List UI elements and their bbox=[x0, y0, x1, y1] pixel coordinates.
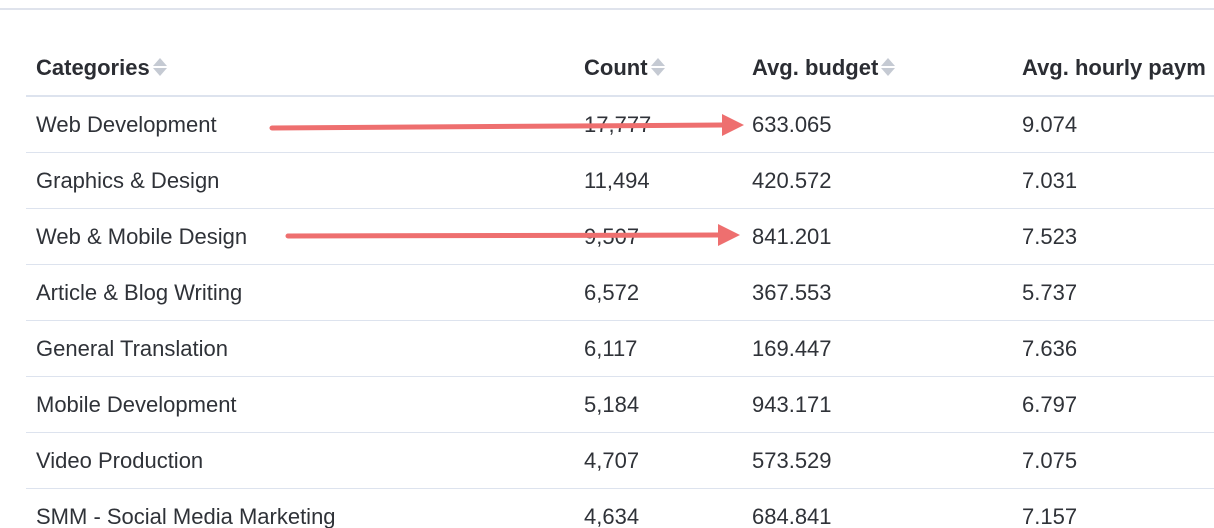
cell-avg-hourly: 7.031 bbox=[1012, 152, 1214, 209]
cell-avg-budget: 573.529 bbox=[742, 432, 1012, 489]
cell-avg-hourly: 7.523 bbox=[1012, 208, 1214, 265]
column-header-label: Count bbox=[584, 54, 648, 80]
table-row[interactable]: Video Production 4,707 573.529 7.075 bbox=[26, 432, 1214, 489]
column-header-count[interactable]: Count bbox=[574, 40, 742, 97]
cell-avg-hourly: 9.074 bbox=[1012, 96, 1214, 153]
cell-category: Video Production bbox=[26, 432, 574, 489]
table-row[interactable]: SMM - Social Media Marketing 4,634 684.8… bbox=[26, 488, 1214, 528]
column-header-categories[interactable]: Categories bbox=[26, 40, 574, 97]
cell-avg-hourly: 7.157 bbox=[1012, 488, 1214, 528]
cell-count: 9,507 bbox=[574, 208, 742, 265]
cell-avg-budget: 169.447 bbox=[742, 320, 1012, 377]
column-header-label: Categories bbox=[36, 54, 150, 80]
cell-count: 5,184 bbox=[574, 376, 742, 433]
cell-avg-budget: 943.171 bbox=[742, 376, 1012, 433]
cell-count: 6,572 bbox=[574, 264, 742, 321]
cell-avg-hourly: 7.636 bbox=[1012, 320, 1214, 377]
column-header-avg-budget[interactable]: Avg. budget bbox=[742, 40, 1012, 97]
categories-table: Categories Count Avg. budget Avg. hourly… bbox=[26, 40, 1214, 528]
table-row[interactable]: Web Development 17,777 633.065 9.074 bbox=[26, 96, 1214, 153]
table-row[interactable]: Article & Blog Writing 6,572 367.553 5.7… bbox=[26, 264, 1214, 321]
table-row[interactable]: Mobile Development 5,184 943.171 6.797 bbox=[26, 376, 1214, 433]
cell-count: 6,117 bbox=[574, 320, 742, 377]
cell-avg-budget: 420.572 bbox=[742, 152, 1012, 209]
header-row: Categories Count Avg. budget Avg. hourly… bbox=[26, 40, 1214, 97]
column-header-label: Avg. budget bbox=[752, 54, 879, 80]
sort-icon[interactable] bbox=[881, 57, 896, 77]
table-row[interactable]: General Translation 6,117 169.447 7.636 bbox=[26, 320, 1214, 377]
table-header: Categories Count Avg. budget Avg. hourly… bbox=[26, 40, 1214, 97]
cell-count: 17,777 bbox=[574, 96, 742, 153]
cell-category: Web & Mobile Design bbox=[26, 208, 574, 265]
cell-category: SMM - Social Media Marketing bbox=[26, 488, 574, 528]
cell-avg-hourly: 6.797 bbox=[1012, 376, 1214, 433]
cell-avg-hourly: 7.075 bbox=[1012, 432, 1214, 489]
cell-avg-budget: 367.553 bbox=[742, 264, 1012, 321]
cell-category: Mobile Development bbox=[26, 376, 574, 433]
cell-count: 11,494 bbox=[574, 152, 742, 209]
cell-category: Web Development bbox=[26, 96, 574, 153]
cell-category: Article & Blog Writing bbox=[26, 264, 574, 321]
table-row[interactable]: Graphics & Design 11,494 420.572 7.031 bbox=[26, 152, 1214, 209]
top-divider bbox=[0, 8, 1214, 10]
cell-category: Graphics & Design bbox=[26, 152, 574, 209]
column-header-label: Avg. hourly paym bbox=[1022, 54, 1206, 80]
cell-count: 4,634 bbox=[574, 488, 742, 528]
cell-avg-budget: 841.201 bbox=[742, 208, 1012, 265]
table-row[interactable]: Web & Mobile Design 9,507 841.201 7.523 bbox=[26, 208, 1214, 265]
cell-avg-budget: 633.065 bbox=[742, 96, 1012, 153]
column-header-avg-hourly-payment[interactable]: Avg. hourly paym bbox=[1012, 40, 1214, 97]
cell-avg-budget: 684.841 bbox=[742, 488, 1012, 528]
sort-icon[interactable] bbox=[650, 57, 665, 77]
cell-avg-hourly: 5.737 bbox=[1012, 264, 1214, 321]
sort-icon[interactable] bbox=[152, 57, 167, 77]
table-body: Web Development 17,777 633.065 9.074 Gra… bbox=[26, 96, 1214, 528]
cell-category: General Translation bbox=[26, 320, 574, 377]
cell-count: 4,707 bbox=[574, 432, 742, 489]
